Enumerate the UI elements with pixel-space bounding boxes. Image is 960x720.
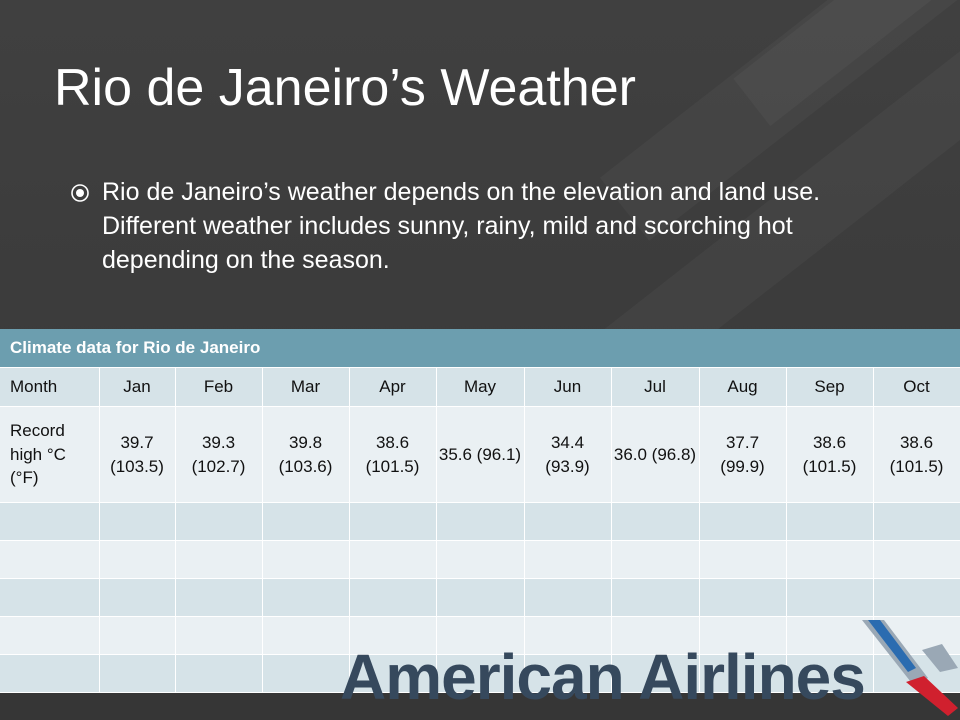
empty-row	[0, 616, 960, 655]
header-cell: Jan	[99, 367, 176, 407]
table-cell: 34.4 (93.9)	[524, 406, 612, 503]
header-cell: Feb	[175, 367, 263, 407]
bullet-text: Rio de Janeiro’s weather depends on the …	[102, 178, 821, 274]
table-cell: 37.7 (99.9)	[699, 406, 787, 503]
header-cell: Jun	[524, 367, 612, 407]
empty-row	[0, 578, 960, 617]
table-cell: 39.7 (103.5)	[99, 406, 176, 503]
logo-wordmark: American Airlines	[340, 641, 866, 713]
table-caption-row: Climate data for Rio de Janeiro	[0, 329, 960, 368]
climate-table: Climate data for Rio de Janeiro Month Ja…	[0, 329, 960, 693]
header-cell: May	[436, 367, 525, 407]
table-cell: 39.3 (102.7)	[175, 406, 263, 503]
header-cell: Sep	[786, 367, 874, 407]
header-cell: Aug	[699, 367, 787, 407]
table-cell: 38.6 (101.5)	[786, 406, 874, 503]
american-airlines-logo: American Airlines	[340, 620, 960, 720]
eagle-flight-symbol-icon	[862, 620, 958, 716]
empty-row	[0, 502, 960, 541]
header-cell: Mar	[262, 367, 350, 407]
table-caption: Climate data for Rio de Janeiro	[0, 329, 960, 368]
table-cell: 38.6 (101.5)	[349, 406, 437, 503]
header-cell: Oct	[873, 367, 960, 407]
circle-bullet-icon	[71, 184, 89, 202]
bullet-item: Rio de Janeiro’s weather depends on the …	[70, 175, 850, 277]
table-cell: 35.6 (96.1)	[436, 406, 525, 503]
empty-row	[0, 654, 960, 693]
header-cell: Month	[0, 367, 100, 407]
table-cell: 39.8 (103.6)	[262, 406, 350, 503]
empty-row	[0, 540, 960, 579]
table-header-row: Month Jan Feb Mar Apr May Jun Jul Aug Se…	[0, 367, 960, 407]
header-cell: Apr	[349, 367, 437, 407]
row-label: Record high °C (°F)	[0, 406, 100, 503]
table-cell: 38.6 (101.5)	[873, 406, 960, 503]
header-cell: Jul	[611, 367, 700, 407]
table-row: Record high °C (°F) 39.7 (103.5) 39.3 (1…	[0, 406, 960, 503]
slide-title: Rio de Janeiro’s Weather	[54, 59, 636, 117]
table-cell: 36.0 (96.8)	[611, 406, 700, 503]
